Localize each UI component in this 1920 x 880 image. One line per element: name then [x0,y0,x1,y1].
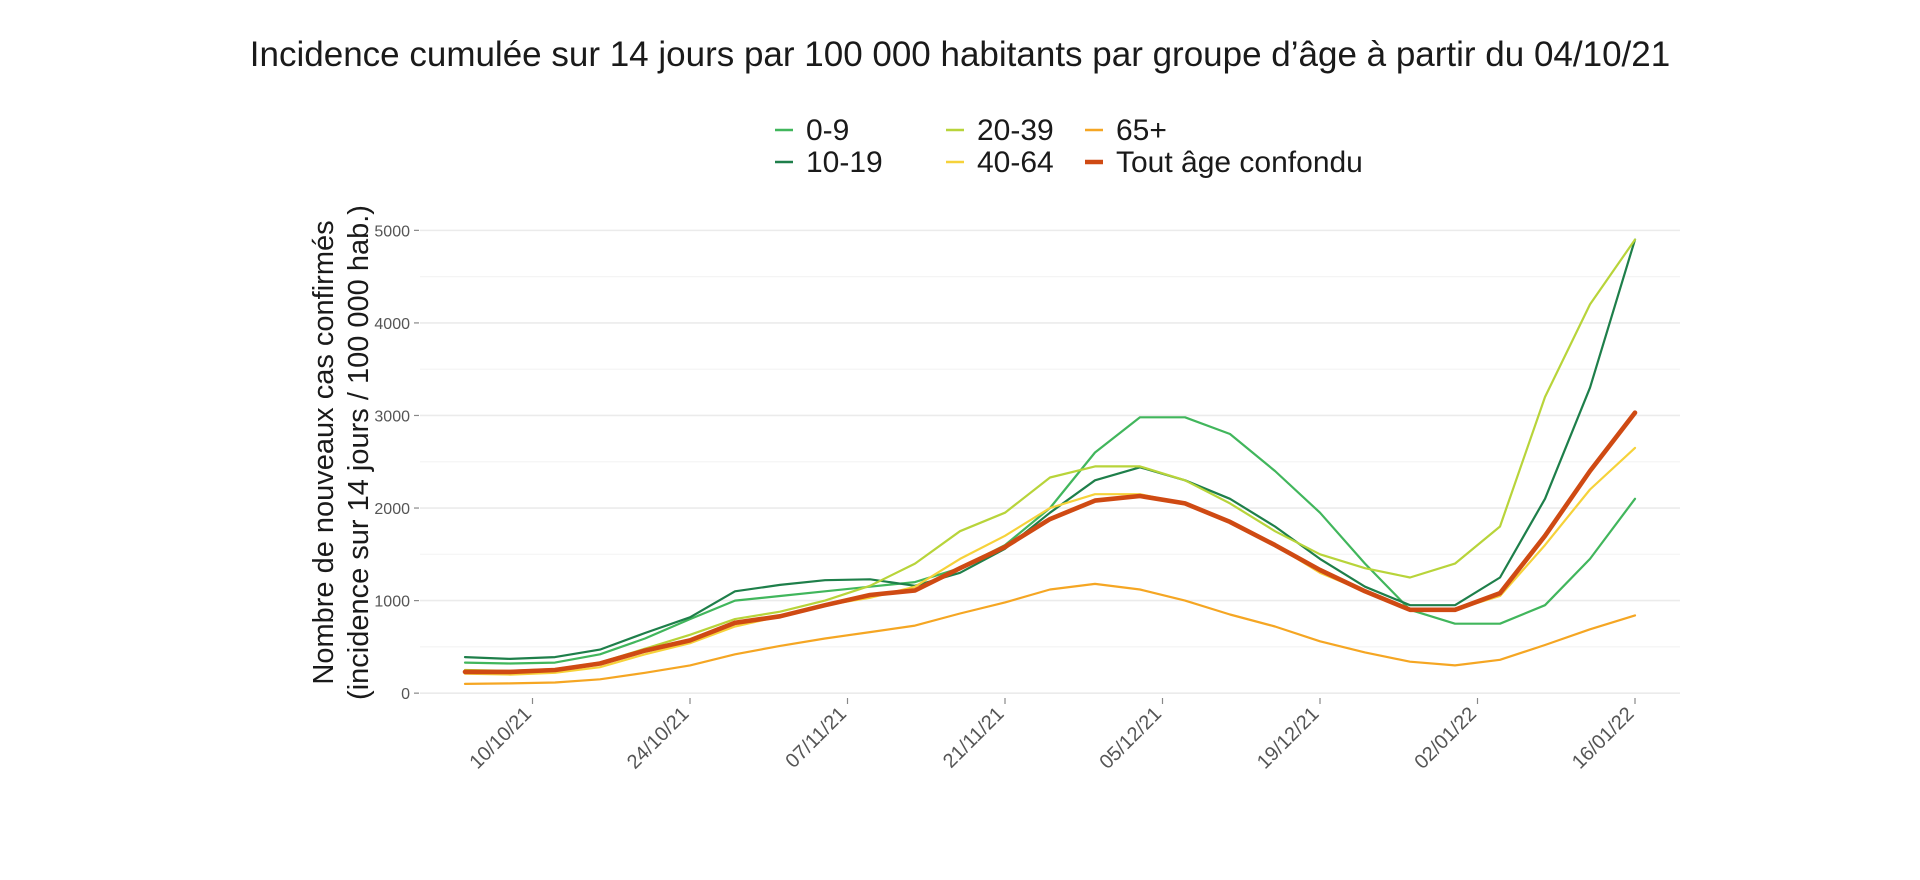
legend-label: 65+ [1116,114,1167,147]
x-tick-label: 16/01/22 [1568,703,1639,774]
legend-label: 20-39 [977,114,1054,147]
legend-label: 40-64 [977,146,1054,179]
series-line-20-39 [463,238,1637,672]
y-tick-label: 0 [401,686,410,703]
y-axis-ticks: 0 1000 2000 3000 4000 5000 [374,223,419,703]
y-axis-label-line2: (incidence sur 14 jours / 100 000 hab.) [343,205,375,700]
y-axis-label-line1: Nombre de nouveaux cas confirmés [308,220,340,684]
series-line-tout-ge-confondu [462,410,1638,675]
y-tick-label: 2000 [374,501,410,518]
x-tick-label: 21/11/21 [939,703,1009,773]
legend-label: 10-19 [806,146,883,179]
y-tick-label: 3000 [374,408,410,425]
series-line-0-9 [463,416,1637,665]
series-line-10-19 [463,238,1637,660]
y-tick-label: 1000 [374,594,410,611]
x-tick-label: 07/11/21 [781,703,851,773]
x-tick-label: 05/12/21 [1095,703,1166,774]
legend-label: Tout âge confondu [1116,146,1363,179]
y-tick-label: 4000 [374,316,410,333]
x-axis-ticks: 10/10/21 24/10/21 07/11/21 21/11/21 05/12/21… [465,698,1639,774]
chart-title: Incidence cumulée sur 14 jours par 100 0… [250,35,1670,74]
x-tick-label: 19/12/21 [1253,703,1324,774]
x-tick-label: 24/10/21 [623,703,694,774]
y-tick-label: 5000 [374,223,410,240]
series-line-65- [463,582,1637,685]
series-lines [462,238,1638,685]
x-tick-label: 02/01/22 [1410,703,1481,774]
legend-label: 0-9 [806,114,849,147]
x-tick-label: 10/10/21 [465,703,536,774]
